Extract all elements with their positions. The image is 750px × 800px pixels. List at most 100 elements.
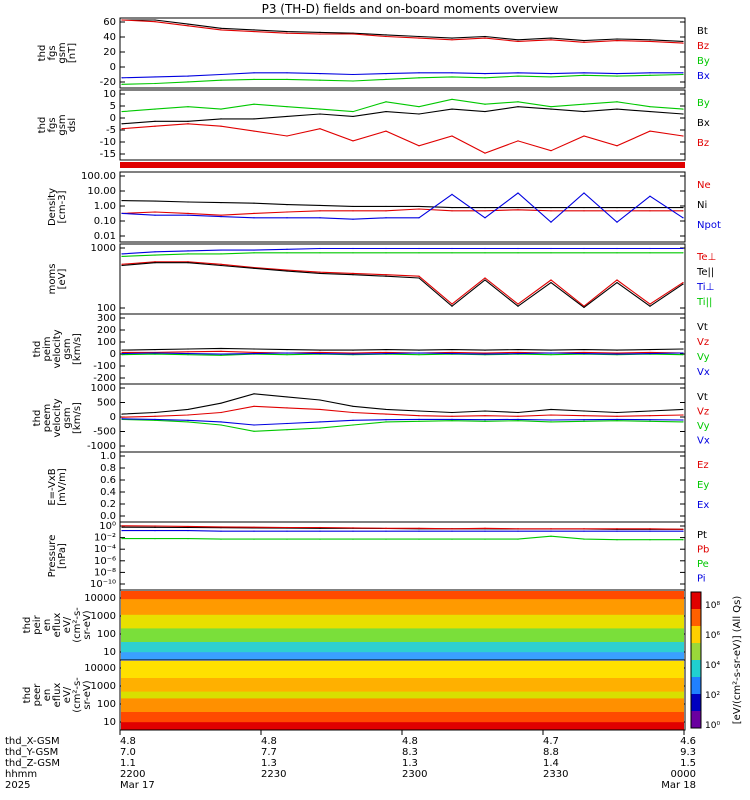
colorbar-segment xyxy=(691,592,701,610)
data-point xyxy=(616,210,618,212)
data-point xyxy=(451,135,453,137)
data-point xyxy=(286,352,288,354)
data-point xyxy=(484,279,486,281)
xaxis-value: 2330 xyxy=(543,769,568,780)
data-point xyxy=(286,270,288,272)
data-point xyxy=(682,135,684,137)
data-point xyxy=(385,35,387,38)
data-point xyxy=(451,247,453,250)
data-point xyxy=(154,538,156,540)
data-point xyxy=(451,420,453,422)
data-point xyxy=(220,354,222,356)
xaxis-value: 1.3 xyxy=(402,758,418,769)
data-point xyxy=(583,306,585,308)
xaxis-value: 4.7 xyxy=(543,736,559,747)
xaxis-value: Mar 17 xyxy=(120,780,155,791)
data-point xyxy=(319,79,321,81)
data-point xyxy=(484,352,486,354)
legend-vy: Vy xyxy=(697,421,710,432)
data-point xyxy=(484,247,486,250)
data-point xyxy=(220,214,222,216)
data-point xyxy=(517,75,519,77)
series-line-te xyxy=(121,262,684,309)
data-point xyxy=(352,538,354,540)
ylabel-line: peem xyxy=(42,404,53,432)
data-point xyxy=(616,415,618,417)
data-point xyxy=(583,351,585,354)
panel-frame xyxy=(119,521,686,591)
colorbar-segment xyxy=(691,711,701,729)
data-point xyxy=(253,526,255,528)
data-point xyxy=(649,305,651,307)
data-point xyxy=(649,530,651,532)
ylabel-line: eflux xyxy=(52,613,63,638)
data-point xyxy=(517,206,519,209)
data-point xyxy=(286,30,288,33)
panel-legend: Pt Pb Pe Pi xyxy=(697,530,709,585)
ylabel-line: (cm²-s- xyxy=(72,607,83,643)
data-point xyxy=(517,140,519,142)
spectrogram-band xyxy=(121,628,684,643)
legend-npot: Npot xyxy=(697,220,721,231)
series-line-pb xyxy=(121,525,684,530)
data-point xyxy=(154,120,156,122)
data-point xyxy=(121,123,123,125)
data-point xyxy=(220,108,222,110)
data-point xyxy=(352,115,354,118)
ytick-label: 10000 xyxy=(84,593,116,604)
panel-ylabel: thd peim velocity gsm [km/s] xyxy=(32,329,83,368)
data-point xyxy=(484,217,486,219)
ytick-label: 100 xyxy=(97,629,116,640)
data-point xyxy=(616,108,618,110)
data-point xyxy=(550,349,552,351)
data-point xyxy=(352,424,354,426)
ylabel-line: thd xyxy=(32,410,43,427)
data-point xyxy=(286,203,288,206)
series-line-ti xyxy=(121,247,683,255)
data-point xyxy=(220,249,222,251)
data-point xyxy=(451,415,453,417)
data-point xyxy=(319,538,321,540)
ylabel-line: sr-eV) xyxy=(82,610,93,639)
data-point xyxy=(253,130,255,132)
spectrogram-band xyxy=(121,642,684,653)
data-point xyxy=(286,269,288,271)
ylabel-line: [km/s] xyxy=(72,402,83,434)
panel-1: thd fgs gsm [nT] 60 40 20 0 -20 Bt Bz By Bx xyxy=(37,17,710,89)
series-line-vz xyxy=(121,405,684,418)
series-line-by xyxy=(121,73,684,85)
data-point xyxy=(220,125,222,127)
ytick-label: -20 xyxy=(100,77,116,88)
data-point xyxy=(649,351,651,354)
xaxis-value: 7.7 xyxy=(261,747,277,758)
legend-vy: Vy xyxy=(697,352,710,363)
data-point xyxy=(187,25,189,27)
data-point xyxy=(583,103,585,105)
data-point xyxy=(418,252,420,254)
data-point xyxy=(385,130,387,132)
ylabel-line: [km/s] xyxy=(72,333,83,365)
figure-title: P3 (TH-D) fields and on-board moments ov… xyxy=(262,2,559,16)
data-point xyxy=(517,40,519,43)
spectrogram-band xyxy=(121,599,684,616)
data-point xyxy=(583,206,585,209)
data-point xyxy=(286,348,288,351)
data-point xyxy=(154,353,156,355)
data-point xyxy=(121,526,123,528)
data-point xyxy=(616,353,618,355)
data-point xyxy=(484,73,486,75)
ylabel-line: en xyxy=(42,619,53,632)
panel-ylabel: thd peer en eflux eV/(cm²-s-sr-eV) xyxy=(22,677,93,713)
ylabel-line: gsm xyxy=(57,114,68,135)
data-point xyxy=(385,78,387,80)
data-point xyxy=(517,418,519,421)
data-point xyxy=(550,73,552,75)
data-point xyxy=(253,351,255,354)
panel-frame xyxy=(119,451,686,523)
data-point xyxy=(649,247,651,250)
data-point xyxy=(319,108,321,110)
data-point xyxy=(121,351,123,354)
spectrogram-band xyxy=(121,661,684,679)
data-point xyxy=(385,275,387,277)
